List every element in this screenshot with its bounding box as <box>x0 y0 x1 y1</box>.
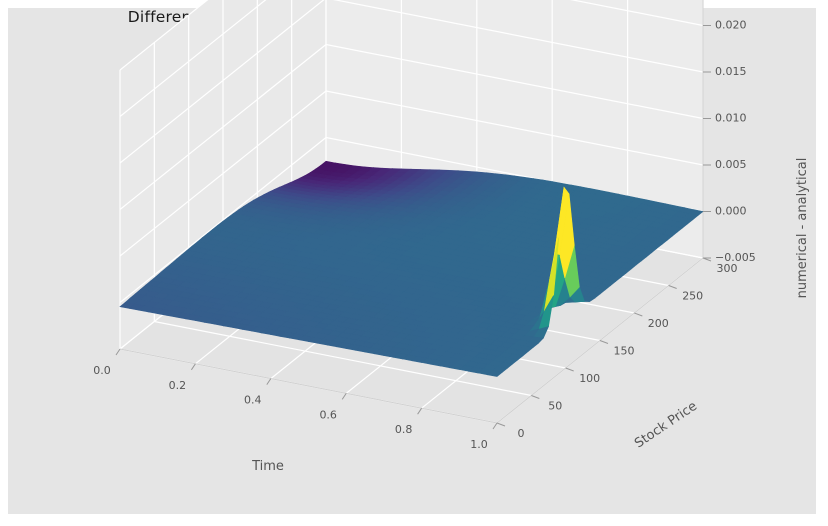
x-tick-label: 1.0 <box>470 438 488 451</box>
y-axis-ticks: 0 50 100 150 200 250 300 <box>496 257 738 440</box>
grid-line-z-right <box>325 90 704 166</box>
x-axis-ticks: 0.0 0.2 0.4 0.6 0.8 1.0 <box>93 348 498 451</box>
z-tick-label: 0.020 <box>715 19 747 32</box>
z-tick-label: 0.000 <box>715 205 747 218</box>
y-tick-label: 150 <box>614 345 635 358</box>
z-tick-label: 0.010 <box>715 112 747 125</box>
z-tick-label: 0.015 <box>715 65 747 78</box>
y-tick-label: 300 <box>717 262 738 275</box>
x-tick-label: 0.8 <box>395 423 413 436</box>
grid-line-z-right <box>333 0 704 73</box>
x-tick-mark <box>492 422 498 430</box>
surface-cell <box>486 370 503 377</box>
x-axis-label: Time <box>251 459 284 474</box>
y-axis-label: Stock Price <box>632 399 700 452</box>
y-tick-mark <box>634 312 643 317</box>
grid-line-z-left <box>119 137 327 303</box>
y-tick-label: 250 <box>682 290 703 303</box>
surface-mesh <box>119 160 704 377</box>
y-tick-mark <box>531 395 540 399</box>
y-tick-label: 50 <box>548 400 562 413</box>
grid-line-z-right <box>569 0 704 27</box>
grid-line-z-left <box>119 44 327 210</box>
z-tick-label: −0.005 <box>715 251 756 264</box>
x-tick-label: 0.6 <box>319 408 337 421</box>
grid-line-z-left <box>119 90 327 257</box>
x-tick-mark <box>190 363 196 371</box>
y-tick-label: 0 <box>518 427 525 440</box>
x-tick-label: 0.2 <box>169 379 187 392</box>
y-tick-mark <box>668 285 677 289</box>
grid-line-z-left <box>119 0 325 164</box>
x-tick-label: 0.4 <box>244 394 262 407</box>
x-tick-mark <box>115 348 121 356</box>
x-tick-mark <box>266 378 272 385</box>
y-tick-label: 100 <box>579 372 600 385</box>
grid-line-z-left <box>119 0 209 71</box>
grid-line-z-left <box>119 0 267 117</box>
grid-line-z-right <box>325 43 704 120</box>
y-tick-mark <box>599 340 609 344</box>
x-tick-mark <box>341 393 347 400</box>
grid-line-y-floor <box>154 320 532 397</box>
y-tick-mark <box>565 367 574 372</box>
x-tick-mark <box>417 407 423 415</box>
z-axis-label: numerical - analytical <box>795 158 810 299</box>
z-tick-label: 0.005 <box>715 158 747 171</box>
x-axis-line <box>119 348 498 424</box>
y-tick-label: 200 <box>648 317 669 330</box>
x-tick-label: 0.0 <box>93 364 111 377</box>
y-tick-mark <box>496 422 506 427</box>
